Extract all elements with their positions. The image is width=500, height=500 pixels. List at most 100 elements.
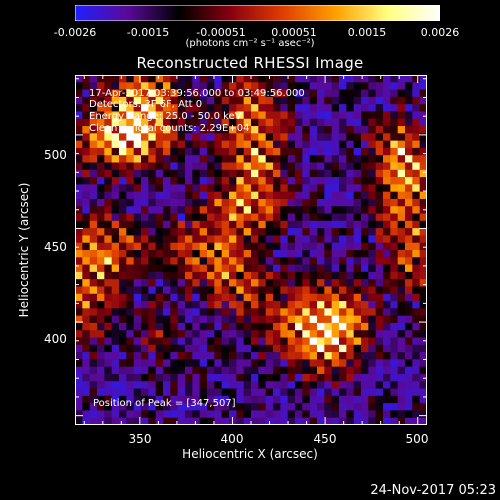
heatmap-cell — [353, 322, 362, 331]
heatmap-cell — [82, 126, 91, 134]
heatmap-cell — [273, 344, 281, 353]
heatmap-cell — [243, 352, 252, 360]
heatmap-cell — [126, 301, 135, 309]
heatmap-cell — [280, 373, 289, 382]
heatmap-cell — [111, 279, 120, 287]
heatmap-cell — [368, 264, 377, 273]
heatmap-cell — [207, 293, 215, 302]
heatmap-cell — [390, 388, 399, 397]
heatmap-cell — [155, 322, 164, 331]
heatmap-cell — [221, 381, 230, 389]
heatmap-cell — [126, 126, 135, 134]
heatmap-cell — [141, 184, 149, 193]
heatmap-cell — [97, 155, 105, 163]
heatmap-cell — [133, 177, 142, 185]
heatmap-cell — [207, 395, 215, 404]
heatmap-cell — [251, 126, 259, 134]
heatmap-cell — [243, 330, 252, 338]
heatmap-cell — [302, 279, 311, 287]
heatmap-cell — [287, 359, 296, 368]
heatmap-cell — [361, 264, 369, 273]
heatmap-cell — [97, 96, 105, 105]
heatmap-cell — [390, 286, 399, 295]
heatmap-cell — [317, 337, 325, 346]
heatmap-cell — [104, 220, 113, 229]
heatmap-cell — [75, 330, 83, 338]
heatmap-cell — [295, 337, 303, 346]
heatmap-cell — [148, 301, 157, 309]
heatmap-cell — [177, 403, 186, 411]
heatmap-cell — [133, 359, 142, 368]
heatmap-cell — [82, 213, 91, 222]
heatmap-cell — [383, 177, 391, 185]
heatmap-cell — [331, 242, 340, 251]
x-tick-label: 500 — [405, 432, 429, 446]
heatmap-cell — [141, 315, 149, 324]
heatmap-cell — [383, 388, 391, 397]
heatmap-cell — [192, 381, 201, 389]
heatmap-cell — [97, 264, 105, 273]
heatmap-cell — [412, 366, 421, 375]
heatmap-cell — [163, 118, 171, 127]
heatmap-cell — [353, 220, 362, 229]
heatmap-cell — [383, 235, 391, 244]
heatmap-cell — [375, 373, 384, 382]
heatmap-cell — [375, 322, 384, 331]
heatmap-cell — [397, 177, 406, 185]
heatmap-cell — [243, 242, 252, 251]
heatmap-cell — [141, 257, 149, 265]
heatmap-cell — [163, 308, 171, 317]
heatmap-cell — [331, 82, 340, 90]
heatmap-cell — [265, 177, 274, 185]
heatmap-cell — [155, 293, 164, 302]
heatmap-cell — [339, 366, 347, 375]
heatmap-cell — [185, 126, 193, 134]
heatmap-cell — [75, 96, 83, 105]
heatmap-cell — [163, 417, 171, 425]
heatmap-cell — [133, 126, 142, 134]
heatmap-cell — [339, 279, 347, 287]
heatmap-cell — [170, 242, 179, 251]
heatmap-cell — [141, 410, 149, 419]
heatmap-cell — [148, 271, 157, 280]
heatmap-cell — [419, 96, 427, 105]
heatmap-cell — [177, 359, 186, 368]
heatmap-cell — [155, 213, 164, 222]
heatmap-cell — [280, 104, 289, 112]
heatmap-cell — [141, 301, 149, 309]
heatmap-cell — [133, 147, 142, 156]
heatmap-cell — [251, 104, 259, 112]
heatmap-cell — [346, 169, 355, 178]
heatmap-cell — [82, 330, 91, 338]
heatmap-cell — [295, 373, 303, 382]
heatmap-cell — [133, 352, 142, 360]
heatmap-cell — [317, 388, 325, 397]
heatmap-cell — [97, 184, 105, 193]
heatmap-cell — [251, 330, 259, 338]
heatmap-cell — [361, 228, 369, 236]
heatmap-cell — [375, 213, 384, 222]
heatmap-cell — [405, 395, 413, 404]
heatmap-cell — [185, 315, 193, 324]
heatmap-cell — [280, 140, 289, 149]
heatmap-cell — [346, 308, 355, 317]
heatmap-cell — [97, 228, 105, 236]
heatmap-cell — [324, 126, 333, 134]
heatmap-cell — [339, 118, 347, 127]
heatmap-cell — [148, 104, 157, 112]
heatmap-cell — [339, 264, 347, 273]
heatmap-cell — [243, 403, 252, 411]
heatmap-cell — [258, 293, 267, 302]
heatmap-cell — [89, 403, 98, 411]
heatmap-cell — [405, 373, 413, 382]
heatmap-cell — [258, 169, 267, 178]
heatmap-cell — [207, 111, 215, 120]
heatmap-cell — [170, 315, 179, 324]
heatmap-cell — [353, 373, 362, 382]
heatmap-cell — [339, 410, 347, 419]
heatmap-cell — [177, 162, 186, 171]
heatmap-cell — [339, 191, 347, 200]
heatmap-cell — [309, 330, 318, 338]
heatmap-cell — [104, 96, 113, 105]
heatmap-cell — [221, 228, 230, 236]
